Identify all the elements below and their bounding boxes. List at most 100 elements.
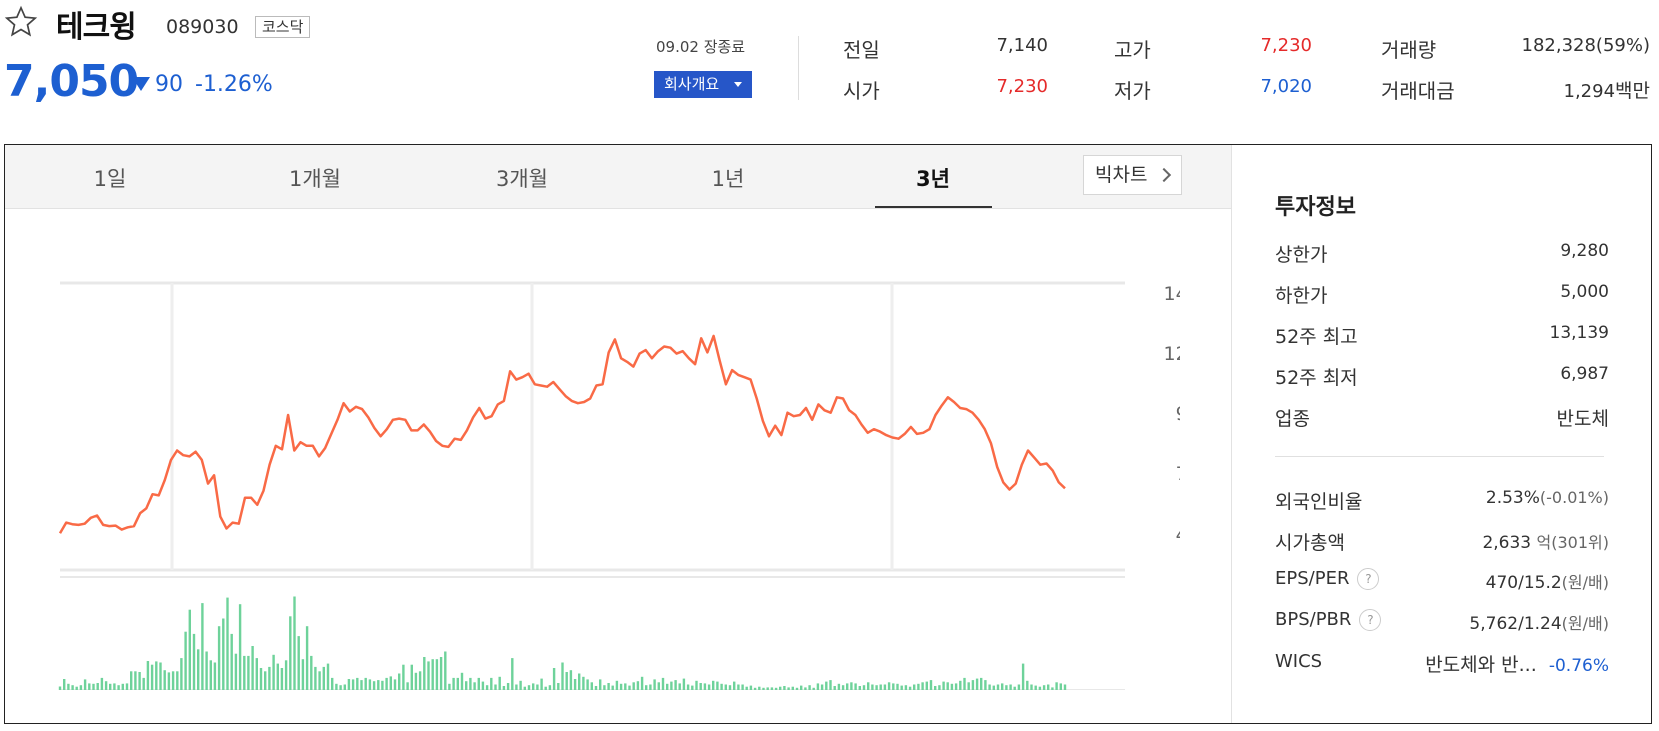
volume-bar: [301, 659, 305, 690]
volume-bar: [569, 670, 573, 690]
market-date-status: 09.02 장종료: [656, 38, 746, 56]
volume-value: 182,328(59%): [1521, 35, 1651, 56]
volume-bar: [305, 626, 309, 690]
volume-bar: [418, 671, 422, 690]
volume-bar: [716, 681, 719, 690]
volume-bar: [934, 686, 937, 690]
volume-bar: [247, 655, 250, 690]
industry-value: 반도체: [1556, 408, 1609, 430]
volume-bar: [255, 658, 258, 690]
volume-bar: [749, 685, 753, 690]
volume-bar: [925, 681, 928, 690]
prev-close-label: 전일: [843, 38, 880, 62]
volume-bar: [109, 683, 112, 690]
volume-bar: [653, 679, 656, 690]
company-overview-button[interactable]: 회사개요: [654, 71, 752, 98]
tab-1day[interactable]: 1일: [93, 167, 127, 191]
volume-bar: [402, 664, 405, 690]
volume-bar: [552, 668, 556, 690]
current-price: 7,050: [4, 56, 139, 107]
volume-bar: [213, 662, 217, 690]
volume-bar: [318, 671, 321, 690]
y-tick-label: 7,374: [1176, 463, 1180, 485]
volume-bar: [578, 673, 581, 690]
volume-bar: [83, 679, 87, 690]
week52-low-value: 6,987: [1560, 364, 1609, 384]
volume-bar: [984, 680, 987, 690]
tab-1year[interactable]: 1년: [711, 167, 745, 191]
wics-value[interactable]: 반도체와 반... -0.76%: [1425, 654, 1609, 676]
volume-bar: [787, 687, 790, 690]
price-change: 90: [155, 72, 183, 97]
volume-bar: [339, 685, 342, 690]
volume-bar: [167, 672, 171, 690]
help-icon[interactable]: ?: [1359, 609, 1382, 631]
wics-label: WICS: [1275, 651, 1323, 672]
volume-bar: [184, 631, 187, 690]
help-icon[interactable]: ?: [1357, 568, 1380, 590]
tab-1month[interactable]: 1개월: [288, 167, 341, 191]
volume-bar: [779, 686, 782, 690]
stock-name: 테크윙: [56, 10, 137, 45]
volume-bar: [406, 682, 409, 690]
volume-bar: [800, 685, 803, 690]
volume-bar: [674, 680, 677, 690]
volume-bar: [980, 677, 983, 690]
volume-bar: [741, 684, 744, 690]
volume-bar: [603, 685, 606, 690]
active-tab-underline: [875, 206, 992, 208]
volume-bar: [343, 684, 346, 690]
tab-3year[interactable]: 3년: [916, 167, 950, 191]
volume-bar: [71, 685, 74, 690]
volume-bar: [783, 686, 786, 690]
volume-bar: [678, 683, 681, 690]
tab-3month[interactable]: 3개월: [495, 167, 548, 191]
volume-bar: [368, 679, 372, 690]
volume-bar: [113, 683, 116, 690]
volume-bar: [733, 681, 736, 690]
volume-bar: [351, 679, 355, 690]
volume-bar: [176, 671, 179, 690]
volume-bar: [414, 672, 418, 690]
high-value: 7,230: [1260, 35, 1312, 56]
volume-bar: [699, 683, 702, 690]
volume-bar: [636, 681, 640, 690]
volume-bar: [326, 663, 330, 690]
volume-bar: [230, 633, 233, 690]
volume-bar: [67, 683, 70, 690]
volume-bar: [691, 685, 694, 690]
volume-bar: [197, 649, 200, 690]
volume-bar: [1042, 685, 1046, 690]
volume-bar: [1026, 680, 1029, 690]
volume-bar: [615, 680, 619, 690]
volume-bar: [896, 683, 899, 690]
header-divider: [798, 36, 799, 100]
volume-bar: [632, 682, 635, 690]
volume-bar: [398, 673, 401, 690]
invest-info-title: 투자정보: [1275, 195, 1356, 220]
big-chart-button[interactable]: 빅차트: [1083, 155, 1182, 195]
volume-bar: [841, 685, 845, 690]
volume-bar: [707, 684, 711, 690]
volume-bar: [879, 684, 882, 690]
volume-bar: [1047, 684, 1050, 690]
volume-bar: [619, 683, 623, 690]
volume-bar: [862, 685, 866, 690]
volume-bar: [887, 682, 891, 690]
stock-code: 089030: [166, 16, 239, 38]
volume-bar: [121, 683, 124, 690]
volume-bar: [1059, 683, 1062, 690]
market-cap-label: 시가총액: [1275, 532, 1345, 554]
volume-bar: [666, 683, 669, 690]
volume-bar: [527, 685, 531, 690]
volume-bar: [146, 661, 150, 690]
volume-bar: [372, 681, 376, 690]
volume-bar: [833, 686, 836, 690]
volume-bar: [360, 680, 363, 690]
volume-bar: [130, 671, 133, 690]
week52-high-label: 52주 최고: [1275, 326, 1358, 348]
volume-bar: [410, 664, 413, 690]
favorite-star-icon[interactable]: [4, 5, 38, 39]
volume-bar: [498, 676, 501, 690]
volume-bar: [808, 685, 811, 690]
